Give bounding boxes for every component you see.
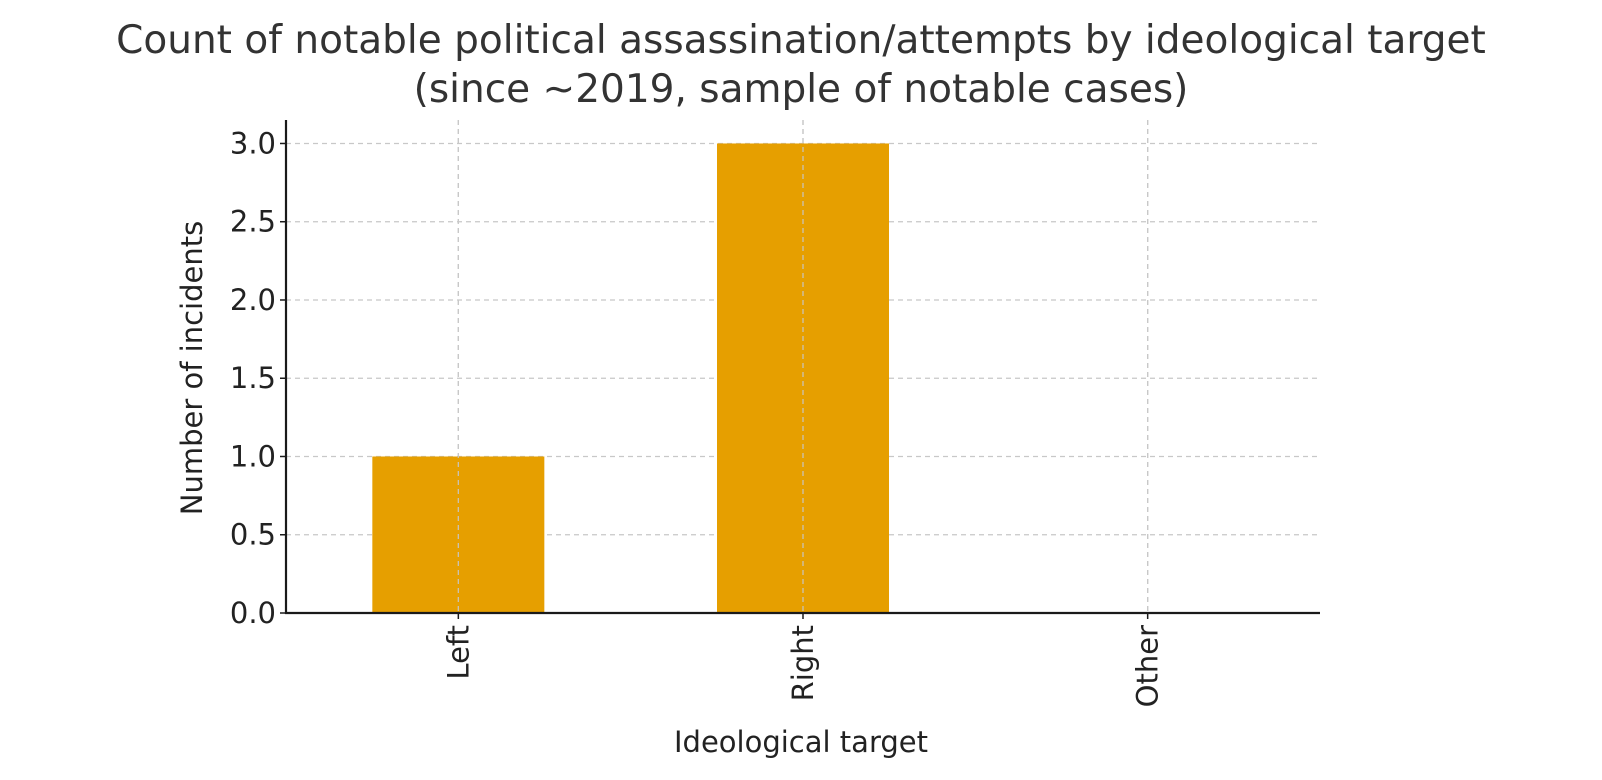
y-tick-label: 1.0 (230, 439, 276, 473)
x-tick-label: Other (1131, 625, 1165, 707)
y-tick-label: 0.5 (230, 518, 276, 552)
chart-title-group: Count of notable political assassination… (116, 18, 1486, 112)
y-tick-label: 3.0 (230, 126, 276, 160)
chart-title: Count of notable political assassination… (116, 18, 1486, 63)
x-tick-label: Left (441, 625, 475, 680)
y-tick-label: 1.5 (230, 361, 276, 395)
y-tick-label: 2.0 (230, 283, 276, 317)
y-ticks: 0.0 0.5 1.0 1.5 2.0 2.5 3.0 (230, 126, 286, 630)
y-axis-label: Number of incidents (175, 221, 209, 515)
y-tick-label: 2.5 (230, 205, 276, 239)
y-tick-label: 0.0 (230, 596, 276, 630)
chart-subtitle: (since ~2019, sample of notable cases) (414, 67, 1189, 112)
x-axis-label: Ideological target (674, 725, 928, 759)
x-ticks: Left Right Other (441, 613, 1165, 707)
bars (372, 120, 1149, 613)
x-tick-label: Right (786, 625, 820, 701)
